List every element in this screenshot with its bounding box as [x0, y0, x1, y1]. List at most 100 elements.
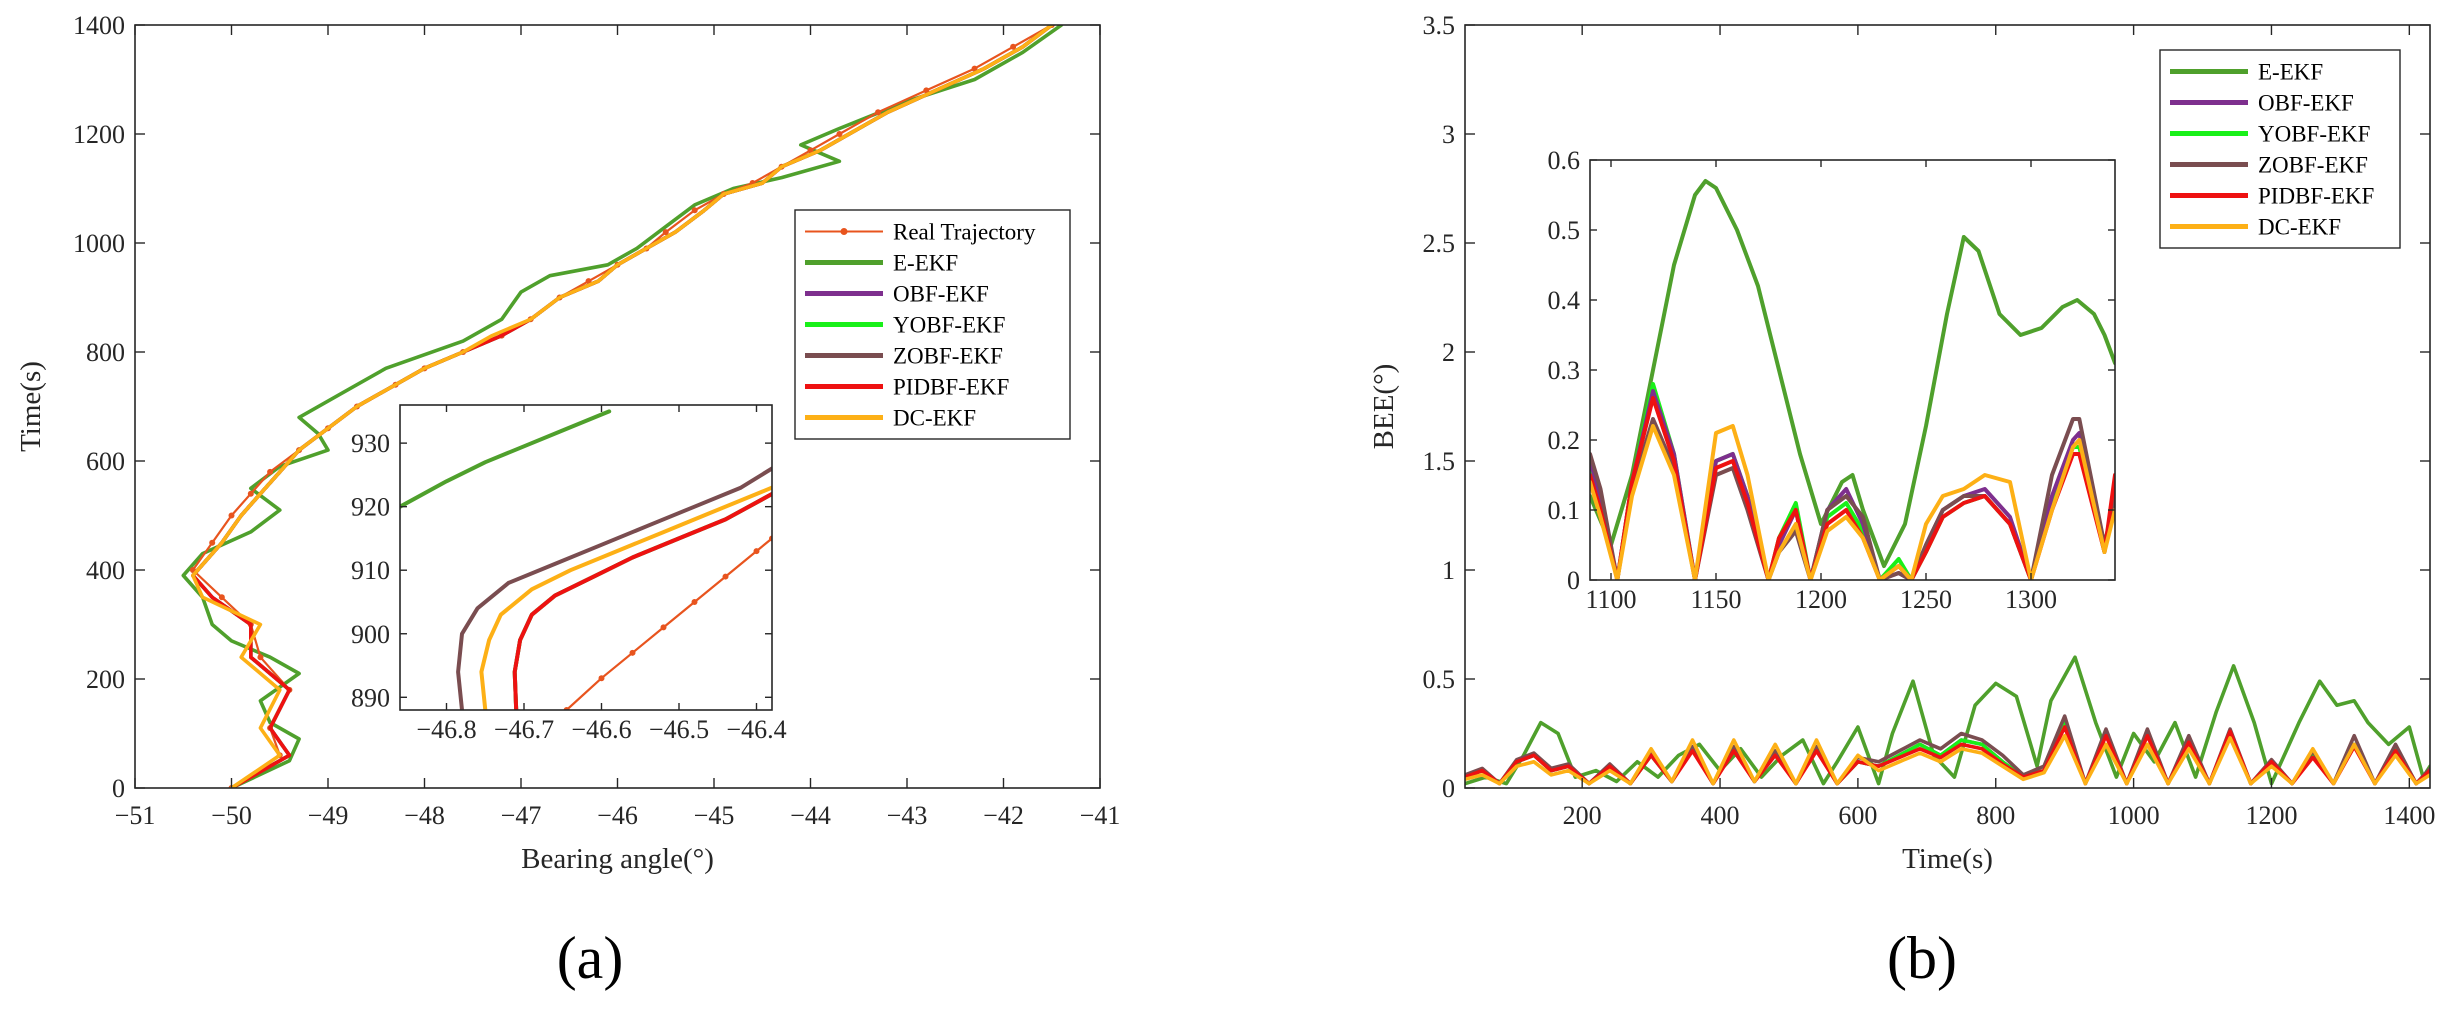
a-inset-x-tick-label: −46.7 [494, 715, 554, 744]
a-main-x-tick-label: −48 [404, 801, 445, 830]
a-inset-real-trajectory-marker [722, 573, 729, 580]
a-main-y-tick-label: 200 [86, 665, 125, 694]
b-inset-series-e-ekf [1590, 179, 2115, 568]
a-main-real-trajectory-marker [228, 512, 235, 519]
b-main-x-tick-label: 600 [1838, 801, 1877, 830]
a-main-x-tick-label: −45 [694, 801, 735, 830]
panel-b-legend: E-EKF OBF-EKF YOBF-EKF ZOBF-EKF PIDBF-EKF DC-… [2159, 49, 2401, 249]
b-main-x-tick-label: 200 [1563, 801, 1602, 830]
a-main-x-tick-label: −49 [308, 801, 349, 830]
a-inset-real-trajectory-marker [753, 548, 760, 555]
a-main-y-tick-label: 1000 [73, 229, 125, 258]
a-main-x-tick-label: −43 [887, 801, 928, 830]
a-main-x-tick-label: −47 [501, 801, 542, 830]
a-inset-real-trajectory-marker [660, 624, 667, 631]
a-main-legend-label: E-EKF [893, 251, 958, 276]
b-inset-y-tick-label: 0.6 [1548, 146, 1581, 175]
b-main-y-tick-label: 2 [1442, 338, 1455, 367]
b-main-x-tick-label: 800 [1976, 801, 2015, 830]
a-main-real-trajectory-marker [267, 468, 274, 475]
b-inset-x-tick-label: 1150 [1690, 585, 1741, 614]
panel-a-label: (a) [557, 925, 624, 991]
b-inset-y-tick-label: 0.1 [1548, 496, 1581, 525]
b-main-x-tick-label: 1000 [2108, 801, 2160, 830]
b-main-x-tick-label: 1200 [2245, 801, 2297, 830]
a-main-real-trajectory-marker [875, 109, 882, 116]
b-main-legend-label: E-EKF [2258, 60, 2323, 85]
panel-b-label: (b) [1887, 925, 1957, 991]
b-inset-y-tick-label: 0.2 [1548, 426, 1581, 455]
a-inset-series-real-trajectory [565, 537, 772, 710]
a-main-real-trajectory-marker [209, 539, 216, 546]
a-main-real-trajectory-marker [257, 654, 264, 661]
a-inset-series-zobf-ekf [456, 466, 772, 710]
a-main-legend-label: OBF-EKF [893, 282, 989, 307]
a-inset-series-e-ekf [400, 409, 612, 509]
a-main-legend-label: PIDBF-EKF [893, 375, 1009, 400]
b-main-y-tick-label: 0.5 [1423, 665, 1456, 694]
b-main-legend-label: ZOBF-EKF [2258, 153, 2368, 178]
a-main-legend-label: ZOBF-EKF [893, 344, 1003, 369]
a-main-series-group [181, 25, 1064, 788]
a-main-real-trajectory-marker [691, 207, 698, 214]
a-inset-y-tick-label: 930 [351, 429, 390, 458]
b-inset-x-tick-label: 1200 [1795, 585, 1847, 614]
b-main-x-tick-label: 400 [1701, 801, 1740, 830]
b-inset-x-tick-label: 1250 [1900, 585, 1952, 614]
panel-a-inset-plot: −46.8 −46.7 −46.6 −46.5 −46.4 890 900 910 920 930 [351, 404, 787, 744]
b-inset-series-dc-ekf [1590, 424, 2115, 580]
a-inset-x-tick-label: −46.8 [416, 715, 476, 744]
a-main-series-e-ekf [181, 25, 1064, 788]
a-main-x-tick-label: −44 [790, 801, 831, 830]
b-main-legend-label: OBF-EKF [2258, 91, 2354, 116]
b-main-series-group [1465, 655, 2430, 786]
a-inset-real-trajectory-marker [629, 649, 636, 656]
b-inset-series-pidbf-ekf [1590, 396, 2115, 580]
b-main-axes-box [1464, 24, 2431, 789]
b-main-y-tick-label: 1.5 [1423, 447, 1456, 476]
a-inset-series-pidbf-ekf [512, 492, 772, 710]
a-main-legend-marker [840, 228, 848, 235]
b-main-y-tick-label: 0 [1442, 774, 1455, 803]
b-main-x-axis-title: Time(s) [1902, 843, 1993, 875]
a-main-real-trajectory-marker [971, 65, 978, 72]
b-inset-x-tick-label: 1100 [1585, 585, 1636, 614]
a-inset-y-tick-label: 890 [351, 683, 390, 712]
b-main-y-axis-title: BEE(°) [1368, 364, 1400, 450]
b-inset-x-tick-label: 1300 [2005, 585, 2057, 614]
b-inset-y-tick-label: 0.3 [1548, 356, 1581, 385]
panel-a-legend: Real Trajectory E-EKF OBF-EKF YOBF-EKF ZOBF-… [794, 209, 1071, 440]
a-main-x-axis-title: Bearing angle(°) [521, 843, 714, 875]
a-main-real-trajectory-marker [923, 87, 930, 94]
a-main-x-tick-label: −46 [597, 801, 638, 830]
a-main-y-tick-label: 800 [86, 338, 125, 367]
a-inset-axes-box [399, 404, 773, 711]
a-main-series-dc-ekf [191, 25, 1054, 788]
a-inset-series-group [400, 409, 772, 710]
b-inset-y-tick-label: 0.5 [1548, 216, 1581, 245]
a-main-y-tick-label: 600 [86, 447, 125, 476]
a-inset-real-trajectory-marker [691, 598, 698, 605]
b-main-legend-label: YOBF-EKF [2258, 122, 2370, 147]
b-inset-y-tick-label: 0.4 [1548, 286, 1581, 315]
b-main-series-pidbf-ekf [1465, 725, 2430, 786]
a-main-x-tick-label: −51 [115, 801, 156, 830]
a-inset-x-tick-label: −46.6 [571, 715, 631, 744]
a-inset-plot-area [400, 405, 772, 710]
a-inset-series-dc-ekf [479, 485, 772, 710]
b-inset-series-obf-ekf [1590, 389, 2115, 580]
a-main-legend-label: YOBF-EKF [893, 313, 1005, 338]
a-inset-y-tick-label: 920 [351, 493, 390, 522]
b-main-legend-label: PIDBF-EKF [2258, 184, 2374, 209]
a-main-y-tick-label: 400 [86, 556, 125, 585]
a-inset-y-tick-label: 900 [351, 620, 390, 649]
a-main-y-tick-label: 0 [112, 774, 125, 803]
panel-b-inset-plot: 1100 1150 1200 1250 1300 0 0.1 0.2 0.3 0.4 0.5 0.6 [1548, 146, 2116, 614]
b-main-y-tick-label: 1 [1442, 556, 1455, 585]
a-main-legend-label: Real Trajectory [893, 220, 1036, 245]
b-main-y-tick-label: 3 [1442, 120, 1455, 149]
a-main-real-trajectory-marker [585, 278, 592, 285]
a-main-legend-label: DC-EKF [893, 406, 976, 431]
b-main-series-zobf-ekf [1465, 714, 2430, 786]
